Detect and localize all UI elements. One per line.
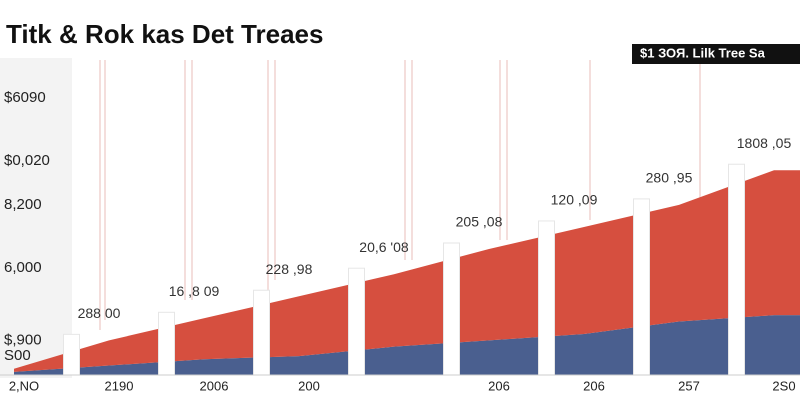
divider-bar — [348, 267, 365, 376]
legend-label: $1 ЗОЯ. Lilk Tree Sa — [640, 45, 766, 60]
y-tick-label: $,900 — [4, 331, 42, 348]
background-streaks — [99, 60, 701, 330]
x-tick-label: 257 — [678, 378, 700, 393]
divider-bar — [633, 198, 650, 376]
divider-bar — [538, 220, 555, 376]
annotation: 20,6 '08 — [359, 239, 409, 255]
x-tick-label: 206 — [583, 378, 605, 393]
chart-title: Titk & Rok kas Det Treaes — [6, 19, 323, 49]
annotation: 205 ,08 — [456, 214, 503, 230]
x-tick-label: 2190 — [105, 378, 134, 393]
annotation: 288 00 — [78, 305, 121, 321]
divider-bar — [158, 311, 175, 376]
y-tick-label: $0,020 — [4, 152, 50, 169]
legend-box — [632, 44, 800, 64]
divider-bar — [63, 333, 80, 376]
annotation: 228 ,98 — [266, 261, 313, 277]
annotation: 1808 ,05 — [737, 135, 792, 151]
area — [14, 315, 800, 375]
y-tick-label: 6,000 — [4, 259, 42, 276]
x-tick-label: 206 — [488, 378, 510, 393]
divider-bar — [443, 242, 460, 376]
axis-panel — [0, 58, 72, 378]
annotation: 120 ,09 — [551, 192, 598, 208]
x-tick-label: 2006 — [200, 378, 229, 393]
y-tick-label: S00 — [4, 347, 31, 364]
area — [14, 170, 800, 372]
y-tick-label: $6090 — [4, 89, 46, 106]
x-tick-label: 2,NO — [9, 378, 39, 393]
divider-bar — [253, 289, 270, 376]
x-tick-label: 200 — [298, 378, 320, 393]
divider-bar — [728, 163, 745, 376]
annotation: 280 ,95 — [646, 170, 693, 186]
x-tick-label: 2S0 — [772, 378, 795, 393]
y-tick-label: 8,200 — [4, 196, 42, 213]
annotation: 16 ,8 09 — [169, 283, 220, 299]
